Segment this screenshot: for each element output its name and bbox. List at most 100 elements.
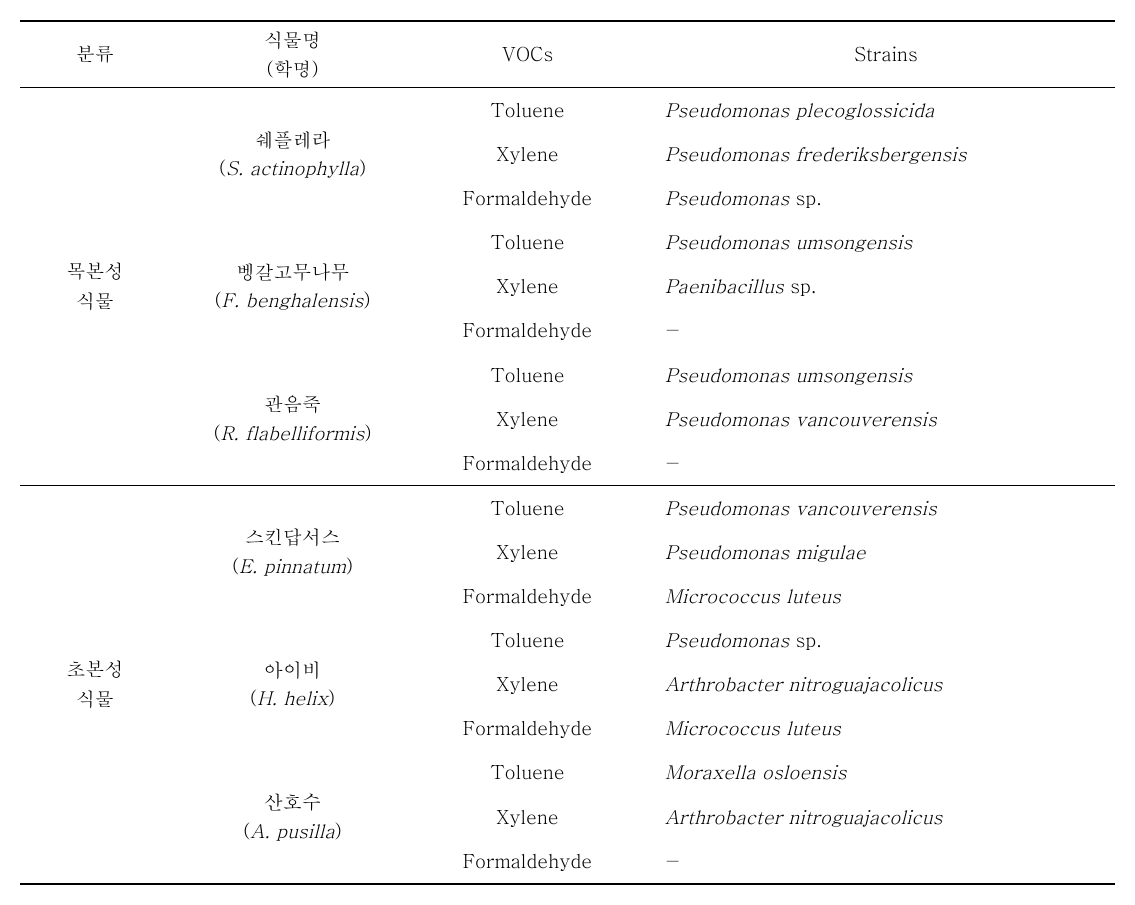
plant-scientific: (H. helix) xyxy=(178,684,407,713)
voc-cell: Xylene xyxy=(415,132,640,176)
voc-cell: Toluene xyxy=(415,353,640,397)
strain-italic: Pseudomonas frederiksbergensis xyxy=(665,140,967,167)
data-table: 분류 식물명 (학명) VOCs Strains 목본성 식물 쉐플레라 (S.… xyxy=(20,20,1115,885)
plant-cell: 관음죽 (R. flabelliformis) xyxy=(170,353,415,486)
strain-plain: − xyxy=(665,449,680,476)
plant-cell: 쉐플레라 (S. actinophylla) xyxy=(170,88,415,221)
voc-cell: Toluene xyxy=(415,618,640,662)
plant-scientific: (A. pusilla) xyxy=(178,817,407,846)
sci-name: R. flabelliformis xyxy=(221,419,365,446)
voc-cell: Xylene xyxy=(415,530,640,574)
strain-italic: Pseudomonas migulae xyxy=(665,538,866,565)
header-row: 분류 식물명 (학명) VOCs Strains xyxy=(20,21,1115,88)
plant-common: 벵갈고무나무 xyxy=(178,258,407,287)
header-plant-line1: 식물명 xyxy=(178,26,407,55)
strain-cell: Paenibacillus sp. xyxy=(640,264,1115,308)
sci-close: ) xyxy=(363,286,370,313)
strain-cell: Arthrobacter nitroguajacolicus xyxy=(640,795,1115,839)
strain-italic: Pseudomonas umsongensis xyxy=(665,361,912,388)
sci-name: S. actinophylla xyxy=(226,154,359,181)
strain-cell: Pseudomonas umsongensis xyxy=(640,220,1115,264)
category-line2: 식물 xyxy=(28,286,162,316)
plant-scientific: (R. flabelliformis) xyxy=(178,419,407,448)
strain-italic: Pseudomonas plecoglossicida xyxy=(665,96,934,123)
strain-cell: Moraxella osloensis xyxy=(640,750,1115,794)
voc-cell: Formaldehyde xyxy=(415,839,640,884)
strain-plain: − xyxy=(665,847,680,874)
plant-common: 관음죽 xyxy=(178,390,407,419)
category-cell: 목본성 식물 xyxy=(20,88,170,486)
voc-cell: Toluene xyxy=(415,88,640,133)
strain-plain: − xyxy=(665,316,680,343)
plant-common: 쉐플레라 xyxy=(178,126,407,155)
strain-cell: Pseudomonas vancouverensis xyxy=(640,397,1115,441)
table-row: 초본성 식물 스킨답서스 (E. pinnatum) Toluene Pseud… xyxy=(20,485,1115,530)
table-row: 산호수 (A. pusilla) Toluene Moraxella osloe… xyxy=(20,750,1115,794)
strain-italic: Pseudomonas xyxy=(665,184,789,211)
voc-cell: Formaldehyde xyxy=(415,706,640,750)
strain-italic: Moraxella osloensis xyxy=(665,758,846,785)
sci-open: ( xyxy=(250,684,257,711)
header-plant-line2: (학명) xyxy=(178,55,407,84)
plant-common: 아이비 xyxy=(178,656,407,685)
strain-italic: Pseudomonas umsongensis xyxy=(665,228,912,255)
strain-cell: Arthrobacter nitroguajacolicus xyxy=(640,662,1115,706)
sci-open: ( xyxy=(219,154,226,181)
table-row: 아이비 (H. helix) Toluene Pseudomonas sp. xyxy=(20,618,1115,662)
plant-scientific: (S. actinophylla) xyxy=(178,154,407,183)
strain-cell: Micrococcus luteus xyxy=(640,706,1115,750)
table-row: 관음죽 (R. flabelliformis) Toluene Pseudomo… xyxy=(20,353,1115,397)
sci-open: ( xyxy=(213,419,220,446)
sci-name: E. pinnatum xyxy=(239,552,346,579)
sci-open: ( xyxy=(214,286,221,313)
strain-cell: − xyxy=(640,308,1115,352)
strain-cell: Pseudomonas plecoglossicida xyxy=(640,88,1115,133)
plant-cell: 벵갈고무나무 (F. benghalensis) xyxy=(170,220,415,352)
voc-cell: Xylene xyxy=(415,264,640,308)
voc-cell: Formaldehyde xyxy=(415,441,640,486)
voc-cell: Toluene xyxy=(415,750,640,794)
table-row: 벵갈고무나무 (F. benghalensis) Toluene Pseudom… xyxy=(20,220,1115,264)
strain-italic: Pseudomonas vancouverensis xyxy=(665,494,937,521)
strain-cell: Pseudomonas vancouverensis xyxy=(640,485,1115,530)
sci-name: A. pusilla xyxy=(250,817,334,844)
voc-cell: Formaldehyde xyxy=(415,176,640,220)
sci-close: ) xyxy=(346,552,353,579)
table-body: 목본성 식물 쉐플레라 (S. actinophylla) Toluene Ps… xyxy=(20,88,1115,884)
strain-italic: Micrococcus luteus xyxy=(665,582,841,609)
strain-cell: Micrococcus luteus xyxy=(640,574,1115,618)
strain-cell: Pseudomonas umsongensis xyxy=(640,353,1115,397)
sci-close: ) xyxy=(364,419,371,446)
voc-cell: Toluene xyxy=(415,485,640,530)
strain-cell: Pseudomonas migulae xyxy=(640,530,1115,574)
voc-cell: Xylene xyxy=(415,397,640,441)
category-line2: 식물 xyxy=(28,684,162,714)
plant-common: 스킨답서스 xyxy=(178,523,407,552)
sci-name: F. benghalensis xyxy=(222,286,364,313)
plant-scientific: (E. pinnatum) xyxy=(178,552,407,581)
plant-scientific: (F. benghalensis) xyxy=(178,286,407,315)
strain-plain: sp. xyxy=(789,184,822,211)
strain-cell: Pseudomonas frederiksbergensis xyxy=(640,132,1115,176)
header-voc: VOCs xyxy=(415,21,640,88)
plant-cell: 아이비 (H. helix) xyxy=(170,618,415,750)
category-line1: 초본성 xyxy=(28,654,162,684)
voc-cell: Xylene xyxy=(415,795,640,839)
strain-cell: Pseudomonas sp. xyxy=(640,618,1115,662)
strain-italic: Paenibacillus xyxy=(665,272,784,299)
sci-close: ) xyxy=(328,684,335,711)
strain-plain: sp. xyxy=(789,626,822,653)
voc-cell: Formaldehyde xyxy=(415,574,640,618)
sci-name: H. helix xyxy=(257,684,328,711)
category-line1: 목본성 xyxy=(28,256,162,286)
sci-close: ) xyxy=(359,154,366,181)
strain-italic: Pseudomonas vancouverensis xyxy=(665,405,937,432)
strain-italic: Arthrobacter nitroguajacolicus xyxy=(665,670,942,697)
header-category: 분류 xyxy=(20,21,170,88)
plant-cell: 스킨답서스 (E. pinnatum) xyxy=(170,485,415,618)
table-row: 목본성 식물 쉐플레라 (S. actinophylla) Toluene Ps… xyxy=(20,88,1115,133)
header-plant: 식물명 (학명) xyxy=(170,21,415,88)
strain-cell: − xyxy=(640,441,1115,486)
category-cell: 초본성 식물 xyxy=(20,485,170,883)
plant-cell: 산호수 (A. pusilla) xyxy=(170,750,415,883)
